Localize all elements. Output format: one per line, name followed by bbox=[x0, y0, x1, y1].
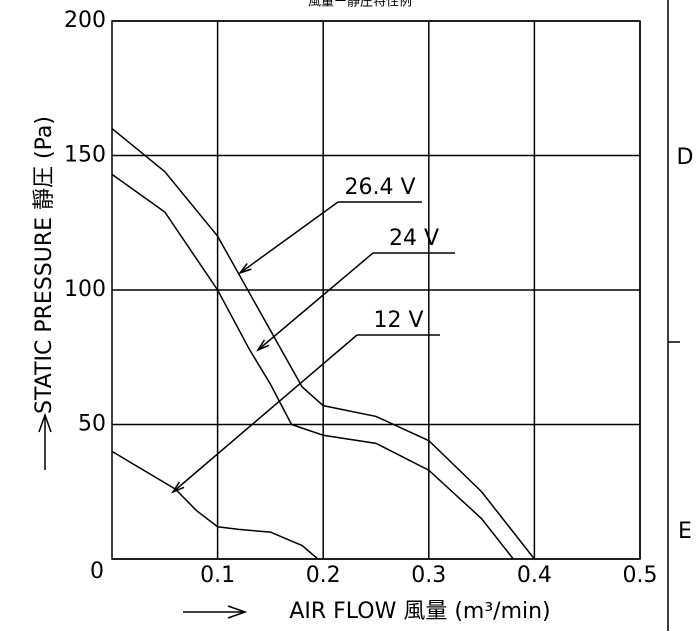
curve bbox=[111, 128, 535, 560]
curve bbox=[111, 450, 319, 560]
y-tick-label: 0 bbox=[90, 559, 104, 584]
x-tick-label: 0.3 bbox=[411, 563, 446, 588]
leader-line bbox=[257, 252, 374, 351]
x-tick-label: 0.4 bbox=[517, 563, 552, 588]
curve-label: 24 V bbox=[389, 226, 439, 251]
y-axis-label: STATIC PRESSURE 靜圧 (Pa) bbox=[32, 116, 57, 414]
y-tick-label: 50 bbox=[78, 412, 106, 437]
leader-arrow-head bbox=[256, 339, 270, 352]
x-tick-label: 0.1 bbox=[200, 563, 235, 588]
leader-arrow-head bbox=[171, 481, 185, 494]
curve bbox=[111, 173, 514, 560]
x-axis-label: AIR FLOW 風量 (m³/min) bbox=[289, 599, 550, 624]
x-tick-label: 0.2 bbox=[306, 563, 341, 588]
y-tick-label: 100 bbox=[64, 277, 106, 302]
curve-label: 26.4 V bbox=[344, 175, 415, 200]
side-label: D bbox=[677, 145, 694, 170]
chart-title: 風量ー静圧特性例 bbox=[308, 0, 412, 10]
y-tick-label: 200 bbox=[64, 8, 106, 33]
leader-line bbox=[239, 201, 339, 274]
axis-arrow-head bbox=[227, 605, 248, 619]
y-tick-label: 150 bbox=[64, 143, 106, 168]
leader-line bbox=[172, 334, 358, 493]
x-tick-label: 0.5 bbox=[623, 563, 658, 588]
axis-arrow-head bbox=[38, 412, 52, 433]
side-label: E bbox=[678, 519, 692, 544]
leader-arrow-head bbox=[237, 262, 252, 275]
curve-label: 12 V bbox=[373, 308, 423, 333]
